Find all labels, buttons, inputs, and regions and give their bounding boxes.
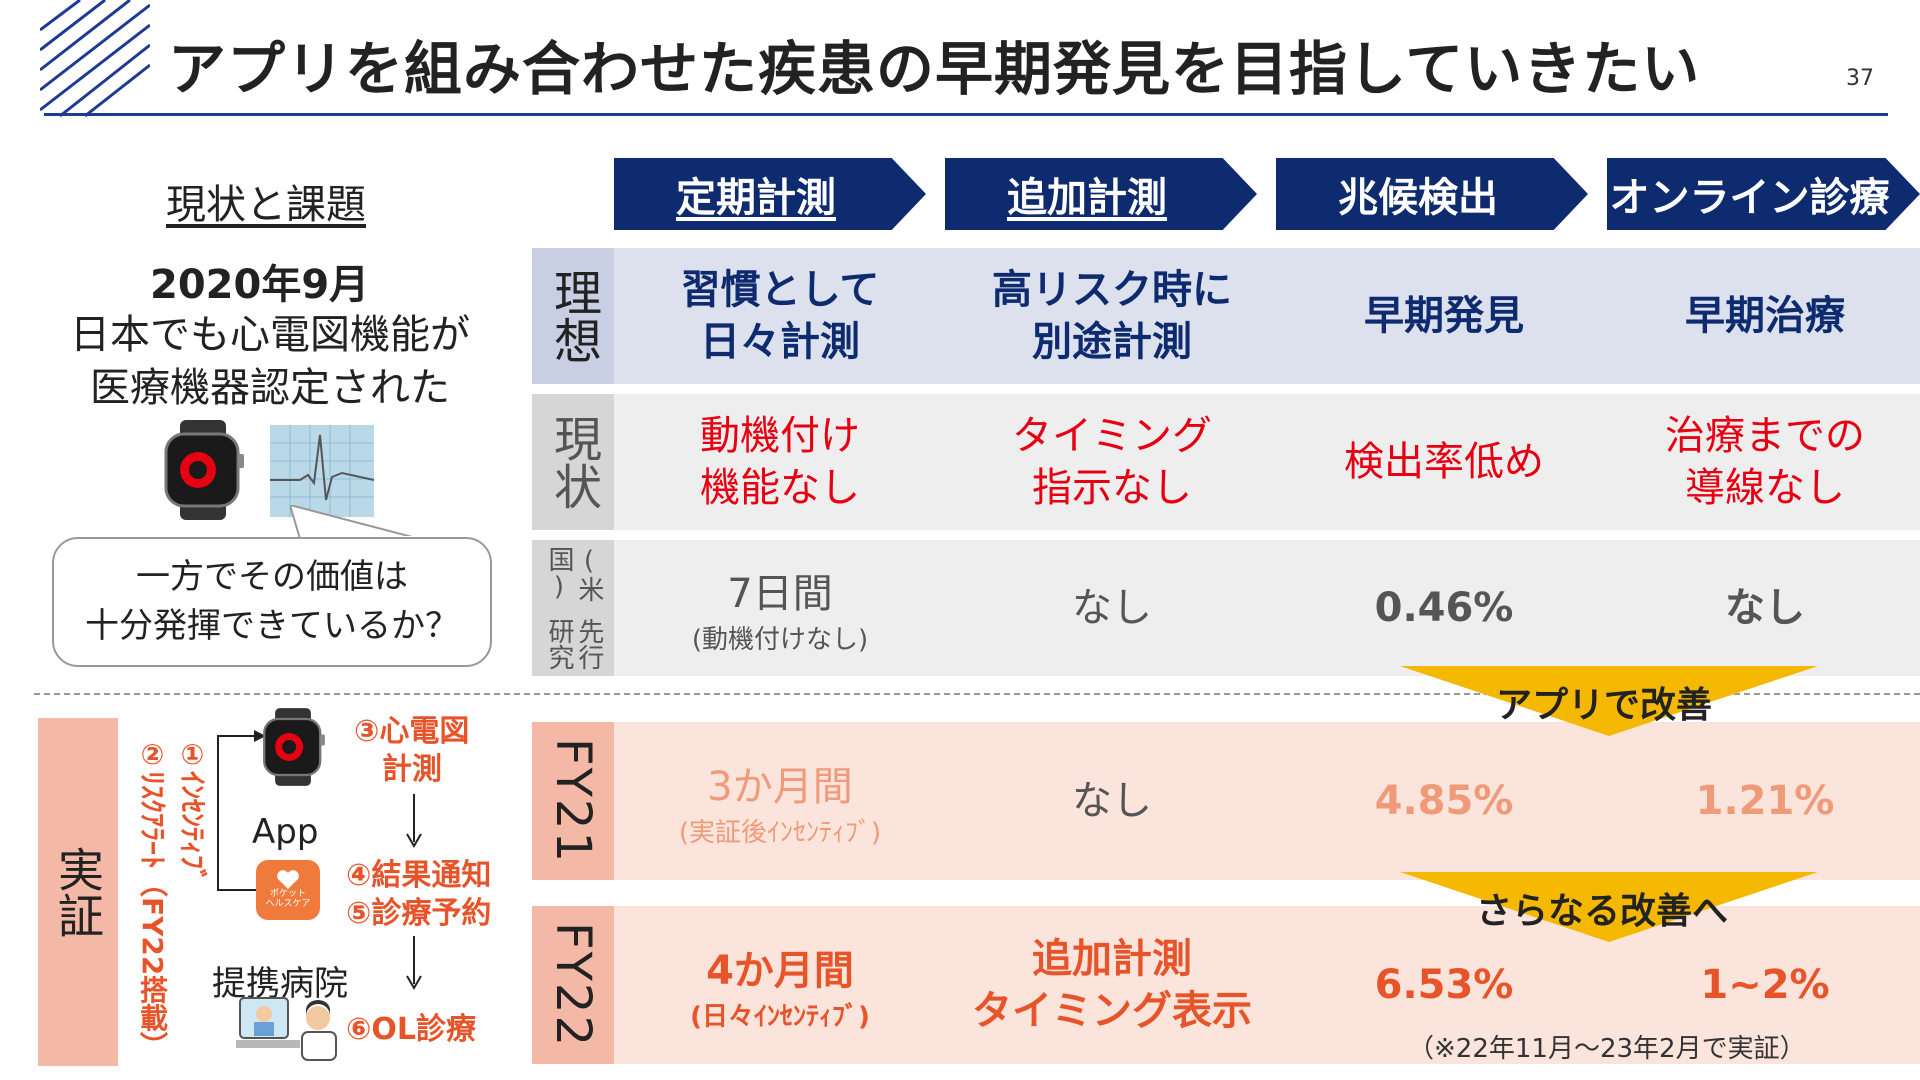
current-cell-1: 動機付け 機能なし bbox=[700, 413, 860, 511]
fy21-cell-1: 3か月間 (実証後ｲﾝｾﾝﾃｨﾌﾞ) bbox=[678, 763, 882, 848]
ideal-cell-2: 高リスク時に 別途計測 bbox=[992, 267, 1232, 365]
ideal-cell-3: 早期発見 bbox=[1364, 293, 1524, 339]
fy21-cell-2: なし bbox=[1072, 778, 1152, 824]
prior-cell-1: 7日間 (動機付けなし) bbox=[691, 570, 869, 655]
flow-down-arrow-2 bbox=[406, 936, 422, 990]
app-label: App bbox=[252, 812, 319, 852]
left-line-1: 日本でも心電図機能が bbox=[70, 312, 470, 358]
left-heading: 現状と課題 bbox=[166, 182, 366, 228]
step4-result-notify: ④結果通知 bbox=[346, 858, 492, 893]
fy22-cell-4: 1~2% bbox=[1700, 962, 1830, 1008]
step-online-consultation: オンライン診療 bbox=[1607, 158, 1920, 230]
pocket-healthcare-app-icon: ポケット ヘルスケア bbox=[256, 860, 320, 920]
speech-bubble: 一方でその価値は 十分発揮できているか？ bbox=[52, 537, 492, 667]
app-icon-text: ポケット ヘルスケア bbox=[265, 889, 311, 909]
flow-bracket bbox=[217, 730, 266, 891]
row-label-ideal: 理想 bbox=[532, 248, 614, 384]
ideal-cell-1: 習慣として 日々計測 bbox=[680, 267, 880, 365]
bubble-line-2: 十分発揮できているか？ bbox=[85, 606, 459, 646]
row-current bbox=[532, 394, 1920, 530]
fy22-cell-1: 4か月間 (日々ｲﾝｾﾝﾃｨﾌﾞ) bbox=[690, 947, 870, 1032]
page-title: アプリを組み合わせた疾患の早期発見を目指していきたい bbox=[168, 35, 1701, 103]
speech-bubble-tail bbox=[290, 505, 421, 541]
step6-online-consult: ⑥OL診療 bbox=[346, 1012, 477, 1047]
ecg-chart-icon bbox=[270, 425, 374, 517]
left-date: 2020年9月 bbox=[150, 262, 370, 308]
verify-risk-alert-label: ②ﾘｽｸｱﾗｰﾄ（FY22搭載） bbox=[136, 738, 169, 1060]
step5-appointment: ⑤診療予約 bbox=[346, 896, 492, 931]
page-number: 37 bbox=[1846, 66, 1874, 91]
row-prior-research bbox=[532, 540, 1920, 676]
step-regular-measurement: 定期計測 bbox=[614, 158, 926, 230]
section-divider bbox=[34, 693, 1920, 695]
left-line-2: 医療機器認定された bbox=[90, 365, 450, 411]
flow-down-arrow-1 bbox=[406, 794, 422, 848]
fy21-cell-3: 4.85% bbox=[1374, 778, 1514, 824]
row-fy22 bbox=[532, 906, 1920, 1064]
step3-ecg-measure-line2: 計測 bbox=[382, 752, 442, 787]
improvement-label-1: アプリで改善 bbox=[1496, 685, 1713, 726]
step-sign-detection: 兆候検出 bbox=[1276, 158, 1588, 230]
ideal-cell-4: 早期治療 bbox=[1685, 293, 1845, 339]
prior-cell-2: なし bbox=[1072, 585, 1152, 631]
step-additional-measurement: 追加計測 bbox=[945, 158, 1257, 230]
header-divider bbox=[44, 113, 1888, 116]
current-cell-2: タイミング 指示なし bbox=[1012, 413, 1212, 511]
current-cell-4: 治療までの 導線なし bbox=[1665, 413, 1865, 511]
fy21-cell-4: 1.21% bbox=[1695, 778, 1835, 824]
row-label-current: 現状 bbox=[532, 394, 614, 530]
row-ideal bbox=[532, 248, 1920, 384]
row-label-fy21: FY21 bbox=[532, 722, 614, 880]
prior-cell-4: なし bbox=[1725, 585, 1805, 631]
heart-icon bbox=[277, 870, 299, 890]
bubble-line-1: 一方でその価値は bbox=[136, 556, 408, 597]
smartwatch-icon bbox=[164, 420, 244, 520]
step3-ecg-measure-line1: ③心電図 bbox=[354, 714, 470, 749]
verify-label: 実証 bbox=[38, 718, 118, 1066]
row-label-fy22: FY22 bbox=[532, 906, 614, 1064]
online-consultation-illustration-icon bbox=[236, 997, 337, 1061]
fy22-cell-2: 追加計測 タイミング表示 bbox=[972, 936, 1252, 1034]
row-label-prior-research: 先行研究 (米国) bbox=[532, 540, 614, 676]
verification-period-note: （※22年11月～23年2月で実証） bbox=[1408, 1034, 1806, 1064]
verify-incentive-label: ①ｲﾝｾﾝﾃｨﾌﾞ bbox=[176, 738, 209, 884]
smartwatch-small-icon bbox=[263, 708, 325, 786]
row-fy21 bbox=[532, 722, 1920, 880]
fy22-cell-3: 6.53% bbox=[1374, 962, 1514, 1008]
improvement-label-2: さらなる改善へ bbox=[1476, 891, 1729, 932]
header-stripes-decoration bbox=[40, 0, 150, 118]
prior-cell-3: 0.46% bbox=[1374, 585, 1514, 631]
current-cell-3: 検出率低め bbox=[1344, 439, 1544, 485]
